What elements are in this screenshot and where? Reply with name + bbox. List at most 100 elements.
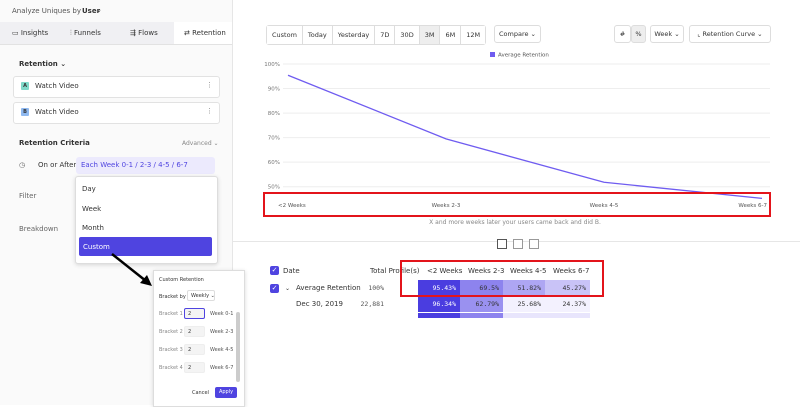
layout-icon[interactable] <box>529 239 539 249</box>
bracket-label: Bracket 4 <box>159 365 183 371</box>
criteria-title: Retention Criteria <box>19 139 90 147</box>
cancel[interactable]: Cancel <box>192 390 209 396</box>
range-group: Custom Today Yesterday 7D 30D 3M 6M 12M <box>266 25 487 45</box>
brackets-box[interactable] <box>76 157 215 174</box>
column-header: Weeks 6-7 <box>553 267 590 275</box>
bracket-range: Week 6-7 <box>210 365 234 371</box>
bracket-range: Week 2-3 <box>210 329 234 335</box>
y-tick-label: 90% <box>268 87 280 93</box>
condition[interactable]: On or After <box>38 161 77 169</box>
bracket-label: Bracket 1 <box>159 311 183 317</box>
dropdown-active <box>79 237 212 256</box>
bracket-label: Bracket 2 <box>159 329 183 335</box>
cell: 96.34% <box>418 296 460 312</box>
x-tick-label: Weeks 6-7 <box>738 203 767 209</box>
range-button[interactable]: 3M <box>418 26 440 44</box>
event-box[interactable] <box>13 76 220 98</box>
tab[interactable]: ⇶ Flows <box>130 29 158 37</box>
bracket-input[interactable]: 2 <box>184 326 205 337</box>
bracket-input[interactable]: 2 <box>184 344 205 355</box>
tab-label: Retention <box>192 29 226 37</box>
view-label: Retention Curve <box>702 30 756 38</box>
analyze-by[interactable]: User <box>82 7 101 15</box>
tab-label: Flows <box>138 29 158 37</box>
line <box>287 74 763 199</box>
cell-strip <box>418 313 460 318</box>
column-header: Total Profile(s) <box>370 267 420 275</box>
analyze-label: Analyze Uniques by <box>12 7 81 15</box>
expand-caret[interactable]: ⌄ <box>285 285 291 292</box>
chart: 50% 60% 70% 80% 90% 100% <2 Weeks Weeks 2-3 Week… <box>264 52 770 209</box>
unit-label: Week <box>654 30 673 38</box>
range-button[interactable]: Yesterday <box>331 26 375 44</box>
legend-swatch <box>490 52 495 57</box>
legend-label: Average Retention <box>498 53 549 59</box>
percent-toggle[interactable]: % <box>631 25 646 43</box>
apply[interactable]: Apply <box>215 387 237 398</box>
unit-button[interactable]: Week ⌄ <box>650 25 684 43</box>
bracket-input[interactable]: 2 <box>184 308 205 319</box>
bracket-label: Bracket 3 <box>159 347 183 353</box>
active-tab-bg <box>174 22 232 44</box>
view-button[interactable]: ⌞ Retention Curve ⌄ <box>689 25 771 43</box>
number-toggle[interactable]: # <box>614 25 631 43</box>
cell: 95.43% <box>418 280 460 296</box>
y-tick-label: 70% <box>268 136 280 142</box>
y-tick-label: 100% <box>264 62 280 68</box>
layout-icon[interactable] <box>497 239 507 249</box>
highlight-box <box>400 260 604 297</box>
compare-label: Compare <box>498 30 529 38</box>
column-header: Weeks 2-3 <box>468 267 505 275</box>
event-box[interactable] <box>13 102 220 124</box>
advanced-label: Advanced <box>182 140 212 147</box>
clock-icon: ◷ <box>19 161 26 169</box>
cell: 22,881 <box>360 300 384 308</box>
event-name: Watch Video <box>35 108 79 116</box>
range-button[interactable]: 30D <box>394 26 419 44</box>
tab[interactable]: ⇄ Retention <box>184 29 226 37</box>
cell: 51.82% <box>503 280 545 296</box>
range-button[interactable]: 12M <box>460 26 486 44</box>
kebab[interactable]: ⋮ <box>206 107 213 115</box>
x-tick-label: Weeks 4-5 <box>590 203 619 209</box>
tab-label: Insights <box>20 29 49 37</box>
unit-select[interactable]: Weekly ⌄ <box>187 290 215 301</box>
dropdown-item[interactable]: Week <box>82 205 102 213</box>
arrow-head <box>140 275 152 286</box>
bracket-input[interactable]: 2 <box>184 362 205 373</box>
tab[interactable]: ⫶ Funnels <box>70 29 101 37</box>
event-name: Watch Video <box>35 82 79 90</box>
checkbox[interactable]: ✓ <box>270 266 279 275</box>
tab[interactable]: ▭ Insights <box>12 29 49 37</box>
checkbox[interactable]: ✓ <box>270 284 279 293</box>
range-button[interactable]: 7D <box>374 26 395 44</box>
section-title: Retention ⌄ <box>19 60 67 68</box>
bracket-range: Week 4-5 <box>210 347 234 353</box>
cell: 100% <box>368 284 384 292</box>
brackets: Each Week 0-1 / 2-3 / 4-5 / 6-7 <box>81 161 188 169</box>
y-tick-label: 60% <box>268 160 280 166</box>
bracket-range: Week 0-1 <box>210 311 234 317</box>
dropdown-item[interactable]: Day <box>82 185 96 193</box>
dropdown-item[interactable]: Month <box>82 224 104 232</box>
range-button[interactable]: 6M <box>439 26 461 44</box>
section-label: Retention <box>19 60 58 68</box>
cell: 45.27% <box>545 280 590 296</box>
cell-strip <box>503 313 590 318</box>
bracket-by: Bracket by <box>159 294 186 300</box>
row-label: Dec 30, 2019 <box>296 300 343 308</box>
highlight-box <box>263 192 771 217</box>
cell-strip <box>460 313 503 318</box>
x-tick-label: Weeks 2-3 <box>432 203 461 209</box>
column-header: Date <box>283 267 300 275</box>
y-tick-label: 50% <box>268 185 280 191</box>
range-button[interactable]: Custom <box>267 26 302 44</box>
compare[interactable]: Compare ⌄ <box>494 25 541 43</box>
layout-icon[interactable] <box>513 239 523 249</box>
advanced[interactable]: Advanced ⌄ <box>182 140 219 147</box>
dropdown-item[interactable]: Custom <box>83 243 110 251</box>
range-button[interactable]: Today <box>301 26 332 44</box>
kebab[interactable]: ⋮ <box>206 81 213 89</box>
event-badge: A <box>21 82 29 90</box>
